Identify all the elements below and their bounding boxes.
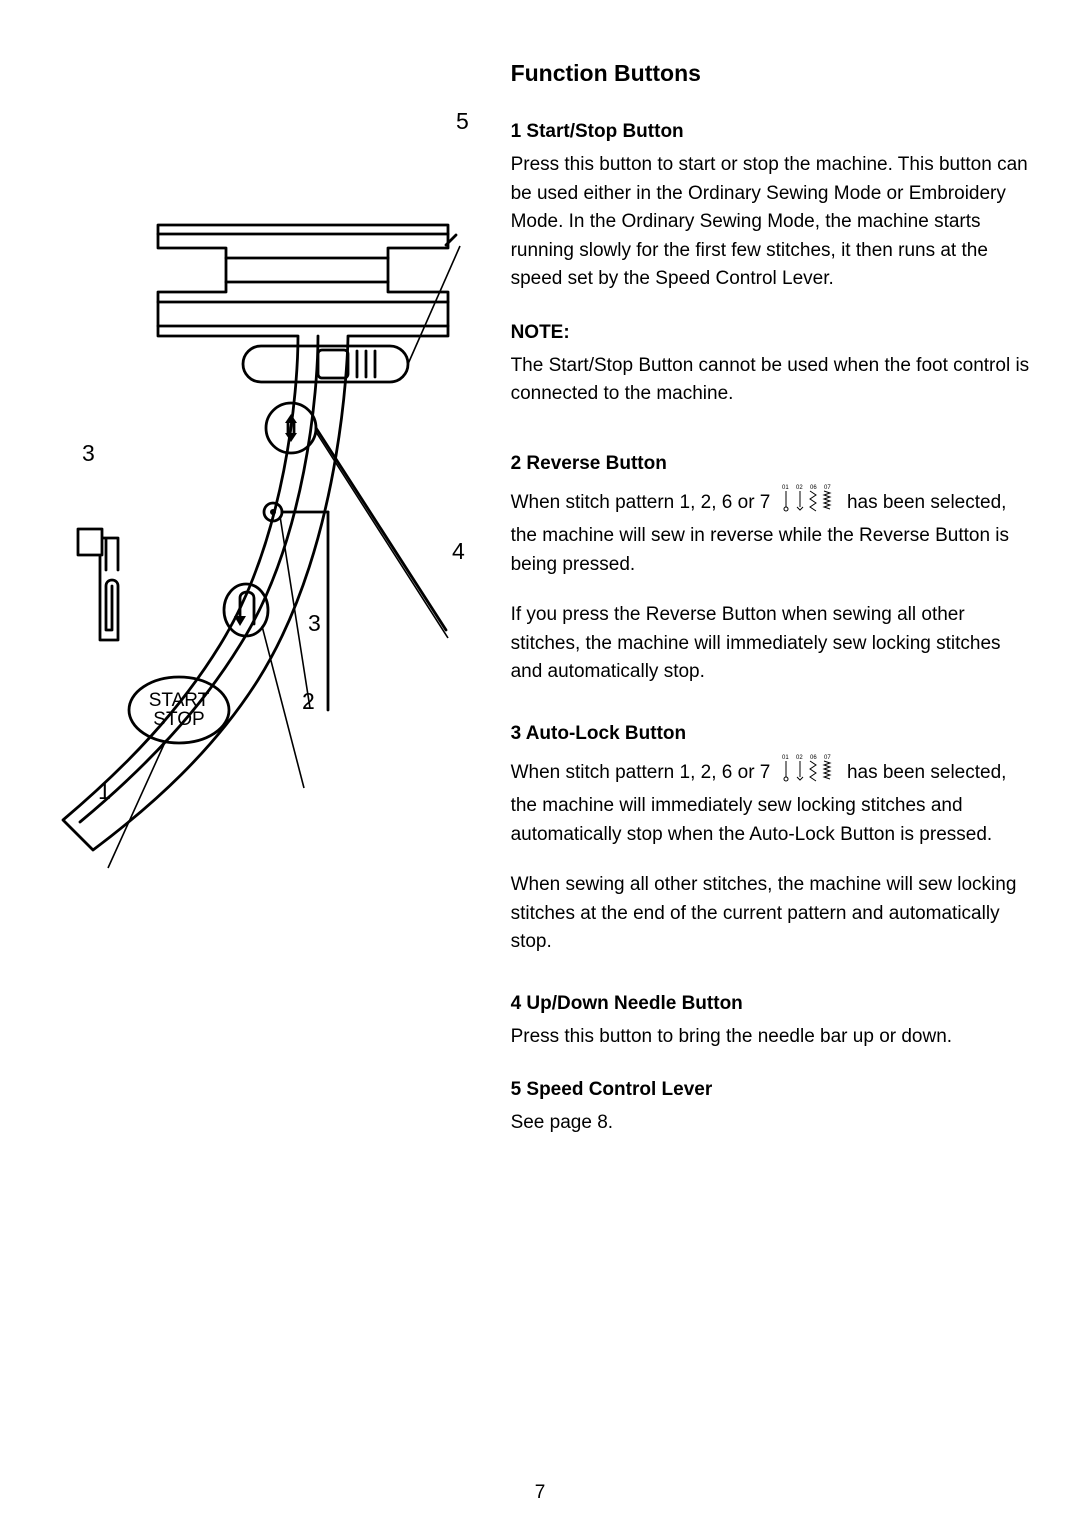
- heading-updown: 4 Up/Down Needle Button: [511, 993, 1032, 1015]
- body-autolock-2: When sewing all other stitches, the mach…: [511, 871, 1032, 957]
- heading-start-stop: 1 Start/Stop Button: [511, 121, 1032, 143]
- stitch-icons-2: 01 02 06 07: [780, 753, 838, 793]
- section-note: NOTE: The Start/Stop Button cannot be us…: [511, 322, 1032, 409]
- heading-reverse: 2 Reverse Button: [511, 453, 1032, 475]
- body-start-stop: Press this button to start or stop the m…: [511, 151, 1032, 294]
- machine-diagram: START STOP: [48, 150, 488, 890]
- body-autolock: When stitch pattern 1, 2, 6 or 7 0102060…: [511, 753, 1032, 850]
- page-number: 7: [535, 1482, 546, 1504]
- body-reverse: When stitch pattern 1, 2, 6 or 7 0102060…: [511, 483, 1032, 580]
- svg-text:START: START: [149, 690, 210, 711]
- stitch-icons: 01 02 06 07: [780, 483, 838, 523]
- body-updown: Press this button to bring the needle ba…: [511, 1023, 1032, 1052]
- svg-text:06: 06: [810, 755, 817, 761]
- callout-5: 5: [456, 108, 469, 135]
- section-updown: 4 Up/Down Needle Button Press this butto…: [511, 993, 1032, 1052]
- svg-text:STOP: STOP: [153, 709, 204, 730]
- reverse-pre: When stitch pattern 1, 2, 6 or 7: [511, 491, 776, 512]
- callout-3-right: 3: [308, 610, 321, 637]
- text-column: Function Buttons 1 Start/Stop Button Pre…: [501, 60, 1032, 1166]
- page-title: Function Buttons: [511, 60, 1032, 87]
- callout-1: 1: [98, 778, 111, 805]
- svg-text:01: 01: [782, 485, 789, 491]
- section-start-stop: 1 Start/Stop Button Press this button to…: [511, 121, 1032, 294]
- svg-text:02: 02: [796, 755, 803, 761]
- heading-autolock: 3 Auto-Lock Button: [511, 723, 1032, 745]
- section-autolock: 3 Auto-Lock Button When stitch pattern 1…: [511, 723, 1032, 957]
- svg-text:07: 07: [824, 485, 831, 491]
- body-note: The Start/Stop Button cannot be used whe…: [511, 352, 1032, 409]
- body-reverse-2: If you press the Reverse Button when sew…: [511, 601, 1032, 687]
- heading-speed: 5 Speed Control Lever: [511, 1079, 1032, 1101]
- section-speed: 5 Speed Control Lever See page 8.: [511, 1079, 1032, 1138]
- section-reverse: 2 Reverse Button When stitch pattern 1, …: [511, 453, 1032, 687]
- svg-text:02: 02: [796, 485, 803, 491]
- callout-2: 2: [302, 688, 315, 715]
- svg-text:01: 01: [782, 755, 789, 761]
- callout-4: 4: [452, 538, 465, 565]
- diagram-column: START STOP: [48, 60, 501, 1166]
- heading-note: NOTE:: [511, 322, 1032, 344]
- svg-text:07: 07: [824, 755, 831, 761]
- callout-3-left: 3: [82, 440, 95, 467]
- autolock-pre: When stitch pattern 1, 2, 6 or 7: [511, 761, 776, 782]
- body-speed: See page 8.: [511, 1109, 1032, 1138]
- svg-text:06: 06: [810, 485, 817, 491]
